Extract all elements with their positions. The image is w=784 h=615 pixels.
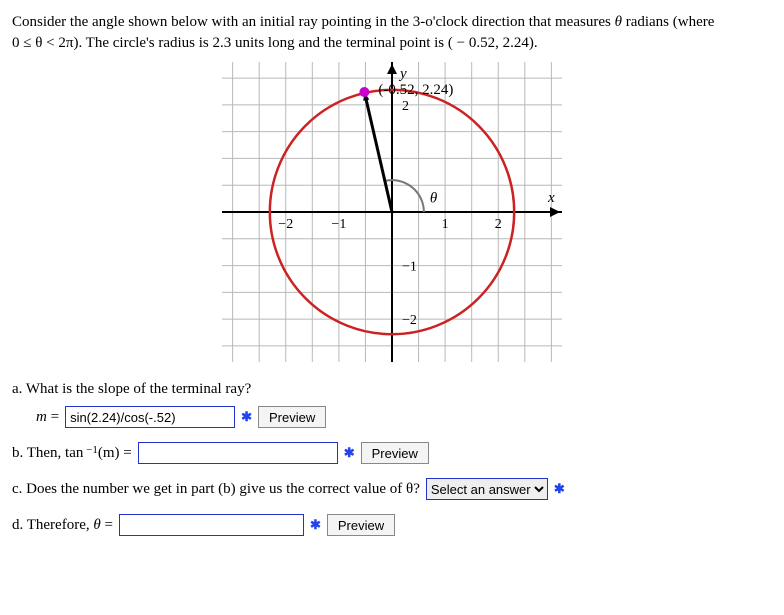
unit-circle-diagram: −2−112−2−12(-0.52, 2.24)yxθ	[222, 62, 562, 362]
svg-text:(-0.52, 2.24): (-0.52, 2.24)	[378, 82, 453, 98]
part-b-prefix: b. Then, tan	[12, 445, 83, 461]
part-b-suffix: (m) =	[98, 445, 132, 461]
svg-text:−1: −1	[331, 217, 346, 232]
part-d-prefix: d. Therefore,	[12, 517, 93, 533]
part-a-eq: =	[47, 409, 59, 425]
svg-text:−2: −2	[402, 313, 417, 328]
part-b-exp: −1	[83, 444, 97, 456]
q-terminal-pt: ( − 0.52, 2.24)	[448, 35, 534, 51]
svg-text:1: 1	[442, 217, 449, 232]
q-theta1: θ	[615, 14, 622, 30]
diagram-container: −2−112−2−12(-0.52, 2.24)yxθ	[12, 62, 772, 367]
part-b-input[interactable]	[138, 442, 338, 464]
svg-text:−1: −1	[402, 260, 417, 275]
preview-button[interactable]: Preview	[361, 442, 429, 464]
svg-text:2: 2	[495, 217, 502, 232]
part-d-eq: =	[101, 517, 113, 533]
flag-icon[interactable]: ✱	[310, 517, 321, 533]
q-period: .	[534, 35, 538, 51]
part-a-prompt: a. What is the slope of the terminal ray…	[12, 381, 772, 398]
part-b: b. Then, tan −1(m) = ✱ Preview	[12, 442, 772, 464]
q-line1-a: Consider the angle shown below with an i…	[12, 14, 615, 30]
preview-button[interactable]: Preview	[327, 514, 395, 536]
part-d: d. Therefore, θ = ✱ Preview	[12, 514, 772, 536]
part-a-var: m	[36, 409, 47, 425]
part-a-input[interactable]	[65, 406, 235, 428]
svg-text:−2: −2	[278, 217, 293, 232]
flag-icon[interactable]: ✱	[554, 481, 565, 497]
part-d-input[interactable]	[119, 514, 304, 536]
q-line1-b: radians (where	[622, 14, 714, 30]
svg-text:x: x	[547, 190, 555, 206]
part-c-prompt: c. Does the number we get in part (b) gi…	[12, 481, 420, 498]
svg-text:θ: θ	[430, 190, 438, 206]
part-d-theta: θ	[93, 517, 100, 533]
q-line2-a: ). The circle's radius is 2.3 units long…	[73, 35, 447, 51]
flag-icon[interactable]: ✱	[344, 445, 355, 461]
part-a: a. What is the slope of the terminal ray…	[12, 381, 772, 428]
flag-icon[interactable]: ✱	[241, 409, 252, 425]
q-range: 0 ≤ θ < 2π	[12, 35, 73, 51]
preview-button[interactable]: Preview	[258, 406, 326, 428]
svg-text:y: y	[398, 66, 407, 82]
part-c-select[interactable]: Select an answerYesNo	[426, 478, 548, 500]
svg-text:2: 2	[402, 99, 409, 114]
part-c: c. Does the number we get in part (b) gi…	[12, 478, 772, 500]
question-text: Consider the angle shown below with an i…	[12, 12, 772, 54]
